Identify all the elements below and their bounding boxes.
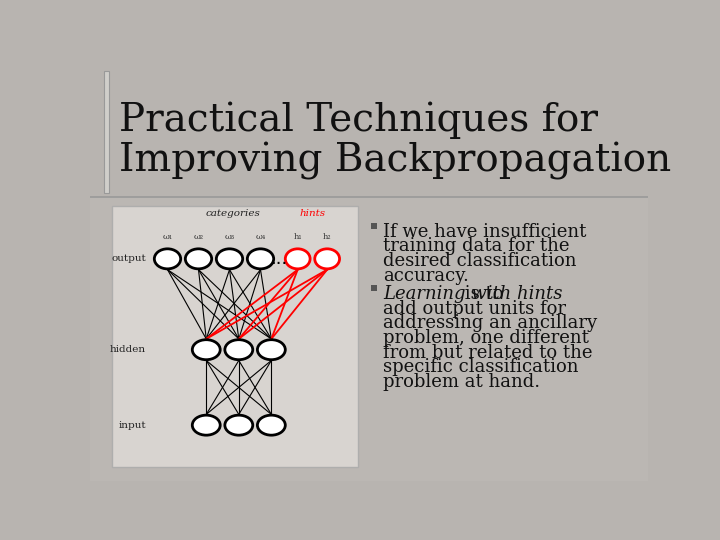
Text: training data for the: training data for the <box>383 237 570 255</box>
Text: ...: ... <box>270 250 287 268</box>
Text: ω₁: ω₁ <box>163 233 173 241</box>
Ellipse shape <box>258 415 285 435</box>
Ellipse shape <box>285 249 310 269</box>
Text: h₁: h₁ <box>293 233 302 241</box>
Ellipse shape <box>154 249 181 269</box>
Text: output: output <box>111 254 145 264</box>
Ellipse shape <box>225 415 253 435</box>
Text: input: input <box>118 421 145 430</box>
Text: addressing an ancillary: addressing an ancillary <box>383 314 597 332</box>
Text: add output units for: add output units for <box>383 300 566 318</box>
Text: Learning with hints: Learning with hints <box>383 285 562 303</box>
Text: categories: categories <box>206 210 261 219</box>
Ellipse shape <box>192 415 220 435</box>
Ellipse shape <box>225 340 253 360</box>
Text: Improving Backpropagation: Improving Backpropagation <box>120 142 672 180</box>
Ellipse shape <box>216 249 243 269</box>
Text: desired classification: desired classification <box>383 252 577 270</box>
Text: ω₂: ω₂ <box>194 233 204 241</box>
Bar <box>371 285 377 291</box>
Text: problem at hand.: problem at hand. <box>383 373 540 391</box>
Ellipse shape <box>315 249 340 269</box>
Bar <box>90 197 648 481</box>
Text: If we have insufficient: If we have insufficient <box>383 222 586 241</box>
Text: ω₃: ω₃ <box>225 233 235 241</box>
Text: Practical Techniques for: Practical Techniques for <box>120 102 598 139</box>
Text: problem, one different: problem, one different <box>383 329 589 347</box>
Ellipse shape <box>185 249 212 269</box>
Bar <box>104 71 109 193</box>
Text: from but related to the: from but related to the <box>383 343 593 362</box>
Bar <box>112 206 358 467</box>
Ellipse shape <box>248 249 274 269</box>
Bar <box>371 222 377 229</box>
Text: specific classification: specific classification <box>383 358 578 376</box>
Text: hints: hints <box>300 210 325 219</box>
Ellipse shape <box>258 340 285 360</box>
Text: hidden: hidden <box>109 345 145 354</box>
Ellipse shape <box>192 340 220 360</box>
Text: is to: is to <box>459 285 503 303</box>
Text: accuracy.: accuracy. <box>383 267 469 285</box>
Text: h₂: h₂ <box>323 233 331 241</box>
Text: ω₄: ω₄ <box>256 233 266 241</box>
